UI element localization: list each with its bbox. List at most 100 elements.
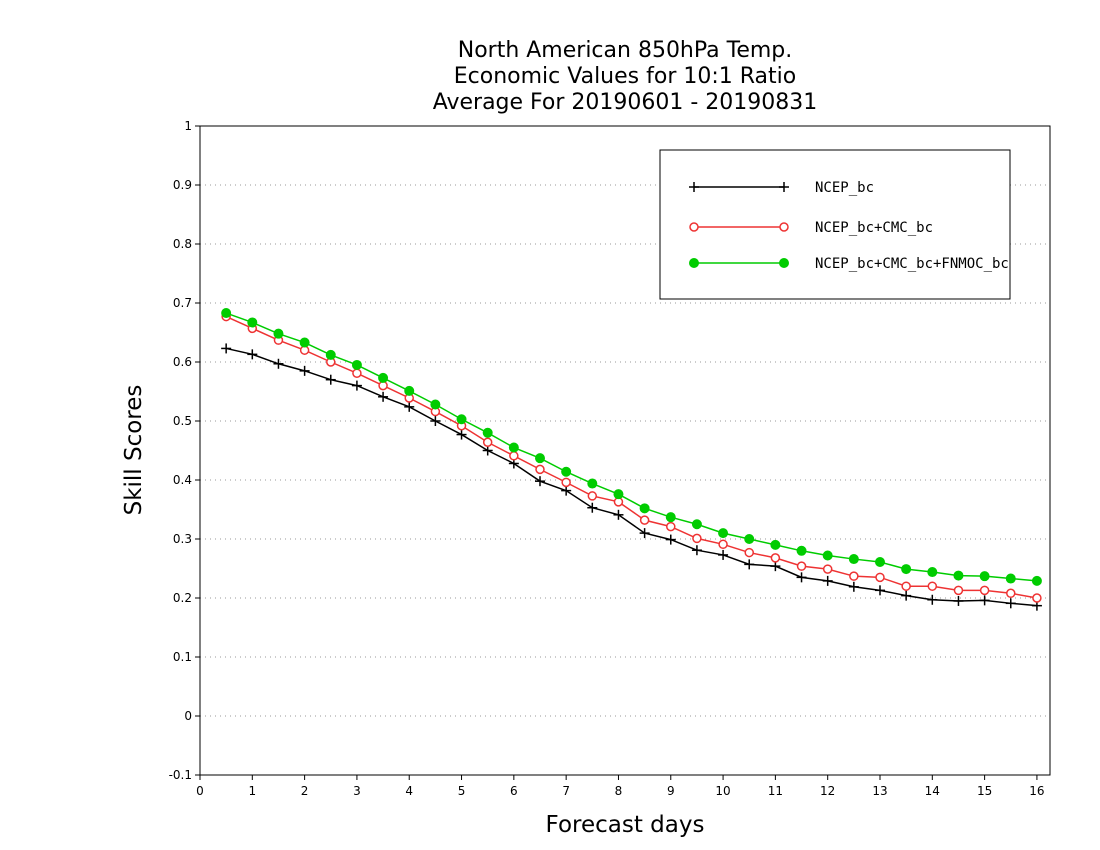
x-tick-label: 13 [872, 784, 887, 798]
data-point [561, 485, 572, 496]
data-point [875, 585, 885, 596]
data-point [691, 519, 702, 530]
data-point [378, 372, 389, 383]
x-tick-label: 5 [458, 784, 466, 798]
data-point [352, 368, 362, 378]
x-tick-label: 9 [667, 784, 675, 798]
data-point [404, 401, 415, 412]
data-point [325, 374, 336, 385]
data-point [665, 534, 676, 545]
data-point [901, 590, 912, 601]
y-tick-label: 0.5 [173, 414, 192, 428]
data-point [273, 358, 284, 369]
plot-frame [199, 125, 1051, 776]
data-point [691, 545, 702, 556]
data-point [247, 349, 258, 360]
x-tick-label: 10 [715, 784, 730, 798]
data-point [1005, 573, 1016, 584]
data-point [927, 567, 938, 578]
x-tick-label: 14 [925, 784, 940, 798]
data-point [456, 429, 467, 440]
data-point [796, 572, 807, 583]
x-tick-label: 4 [405, 784, 413, 798]
data-point [770, 553, 781, 563]
data-point [639, 528, 650, 539]
data-point [770, 561, 781, 572]
legend-marker [689, 222, 699, 232]
data-point [848, 581, 859, 592]
data-point [822, 564, 833, 574]
y-tick-label: 0.3 [173, 532, 192, 546]
x-axis-label: Forecast days [546, 812, 705, 838]
data-point [587, 502, 598, 513]
y-tick-label: 0.8 [173, 237, 192, 251]
legend-box [659, 149, 1011, 300]
legend-label: NCEP_bc+CMC_bc+FNMOC_bc [815, 256, 1009, 272]
data-point [848, 554, 859, 565]
data-point [535, 453, 545, 464]
data-point [325, 349, 336, 360]
data-point [456, 414, 467, 425]
y-tick-label: 0.4 [173, 473, 192, 487]
data-point [587, 491, 598, 501]
data-point [718, 528, 729, 539]
data-point [587, 478, 598, 489]
y-tick-label: 0.9 [173, 178, 192, 192]
chart-title-line-3: Average For 20190601 - 20190831 [433, 90, 818, 115]
axes: -0.100.10.20.30.40.50.60.70.80.910 1 2 3 4 5 6… [169, 119, 1045, 798]
legend-marker [779, 258, 789, 268]
y-axis-label: Skill Scores [121, 385, 147, 516]
data-point [535, 476, 545, 487]
data-point [404, 385, 415, 396]
y-tick-label: 0.2 [173, 591, 192, 605]
data-point [901, 581, 911, 591]
y-tick-label: 0.1 [173, 650, 192, 664]
chart-title: North American 850hPa Temp. Economic Val… [433, 38, 818, 115]
data-point [901, 564, 912, 575]
data-point [718, 549, 729, 560]
data-point [875, 557, 885, 568]
legend-marker [689, 258, 699, 268]
data-point [927, 581, 938, 591]
data-point [508, 442, 519, 453]
data-point [1031, 575, 1042, 586]
data-point [1006, 588, 1016, 599]
data-point [639, 503, 650, 514]
chart-title-line-1: North American 850hPa Temp. [458, 38, 793, 63]
data-point [849, 571, 859, 581]
data-point [953, 570, 964, 581]
data-point [927, 594, 938, 605]
data-point [744, 534, 755, 544]
x-tick-label: 1 [248, 784, 256, 798]
legend-label: NCEP_bc [815, 180, 874, 196]
data-point [561, 466, 572, 477]
y-tick-label: 0.6 [173, 355, 192, 369]
series-layer [221, 308, 1042, 611]
x-tick-label: 3 [353, 784, 361, 798]
x-tick-label: 12 [820, 784, 835, 798]
series-1 [221, 343, 1042, 611]
data-point [273, 328, 284, 339]
data-point [1032, 593, 1042, 603]
data-point [482, 427, 493, 438]
y-tick-label: 1 [184, 119, 192, 133]
series-line [225, 347, 1037, 607]
data-point [796, 545, 807, 556]
data-point [613, 509, 624, 520]
x-tick-label: 11 [768, 784, 783, 798]
y-tick-label: 0 [184, 709, 192, 723]
data-point [1005, 598, 1016, 609]
data-point [351, 359, 362, 370]
legend-marker [689, 182, 699, 192]
x-tick-label: 7 [562, 784, 570, 798]
data-point [822, 550, 833, 561]
data-point [639, 515, 650, 525]
data-point [744, 547, 754, 558]
legend-label: NCEP_bc+CMC_bc [815, 220, 933, 236]
data-point [351, 380, 362, 391]
x-tick-label: 2 [301, 784, 309, 798]
data-point [770, 539, 781, 550]
data-point [299, 337, 310, 348]
series-3 [221, 308, 1042, 586]
data-point [247, 317, 258, 328]
